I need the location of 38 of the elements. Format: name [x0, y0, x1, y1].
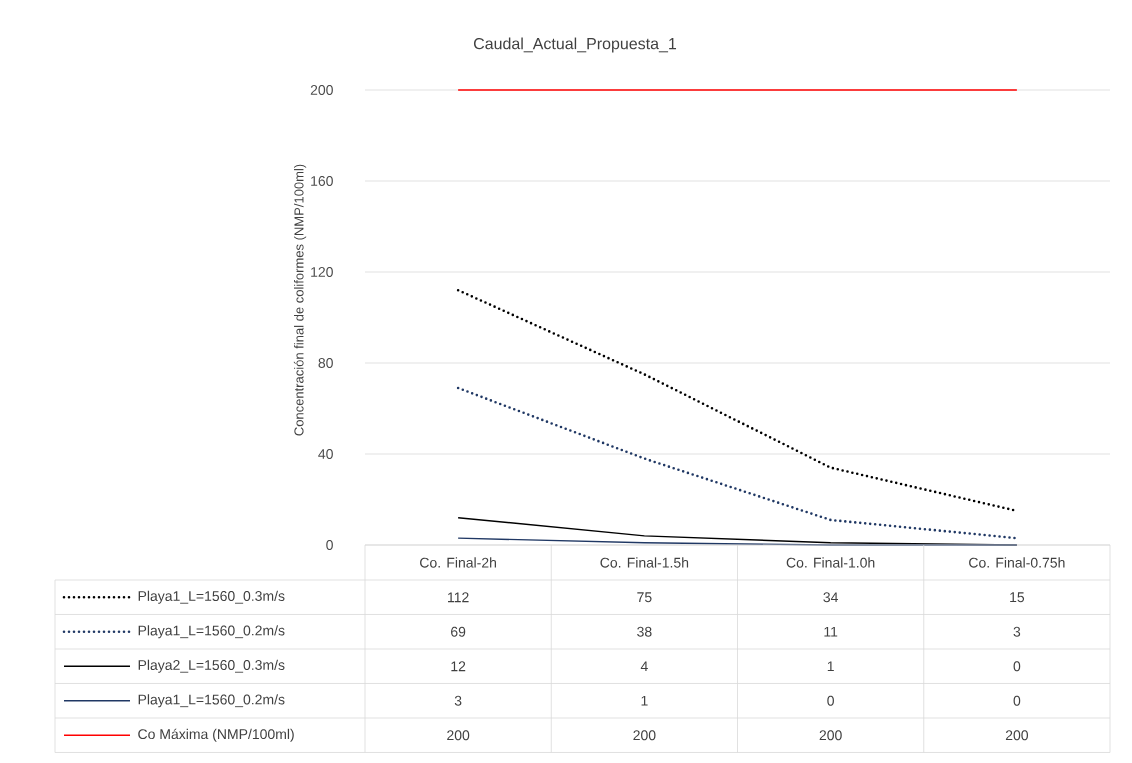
data-label: 0	[1013, 695, 1021, 706]
data-label: 3	[1013, 626, 1021, 637]
y-tick-label: 80	[318, 358, 333, 368]
data-label: 1	[827, 661, 834, 672]
y-tick-label: 120	[311, 267, 333, 277]
x-tick-label: Co. Final-2h	[420, 557, 496, 568]
chart-title: Caudal_Actual_Propuesta_1	[473, 37, 677, 53]
data-label: 38	[637, 626, 652, 637]
y-tick-label: 40	[318, 449, 333, 459]
data-label: 69	[451, 626, 466, 637]
x-tick-label: Co. Final-1.0h	[786, 557, 875, 568]
data-label: 34	[823, 592, 838, 603]
legend-label: Co Máxima (NMP/100ml)	[138, 728, 294, 742]
legend-label: Playa1_L=1560_0.2m/s	[138, 694, 285, 708]
data-label: 12	[451, 661, 466, 672]
y-tick-label: 200	[310, 85, 333, 95]
data-label: 0	[827, 695, 834, 706]
data-label: 112	[448, 592, 469, 603]
data-label: 200	[1005, 730, 1029, 741]
data-label: 75	[637, 592, 652, 603]
data-label: 15	[1010, 592, 1025, 603]
legend-label: Playa2_L=1560_0.3m/s	[138, 659, 285, 673]
y-axis-title: Concentración final de coliformes (NMP/100ml)	[293, 164, 307, 436]
data-label: 4	[640, 661, 648, 672]
data-label: 11	[824, 626, 838, 637]
data-label: 1	[641, 695, 648, 706]
data-label: 200	[819, 730, 842, 741]
legend-label: Playa1_L=1560_0.2m/s	[138, 625, 285, 639]
line-series	[456, 386, 1019, 540]
data-label: 200	[447, 730, 470, 741]
y-tick-label: 0	[326, 540, 333, 550]
data-label: 0	[1013, 661, 1021, 672]
legend-label: Playa1_L=1560_0.3m/s	[138, 590, 285, 604]
data-label: 3	[454, 695, 462, 706]
data-label: 200	[633, 730, 656, 741]
y-tick-label: 160	[311, 176, 333, 186]
x-tick-label: Co. Final-1.5h	[600, 557, 689, 568]
x-tick-label: Co. Final-0.75h	[969, 557, 1065, 568]
